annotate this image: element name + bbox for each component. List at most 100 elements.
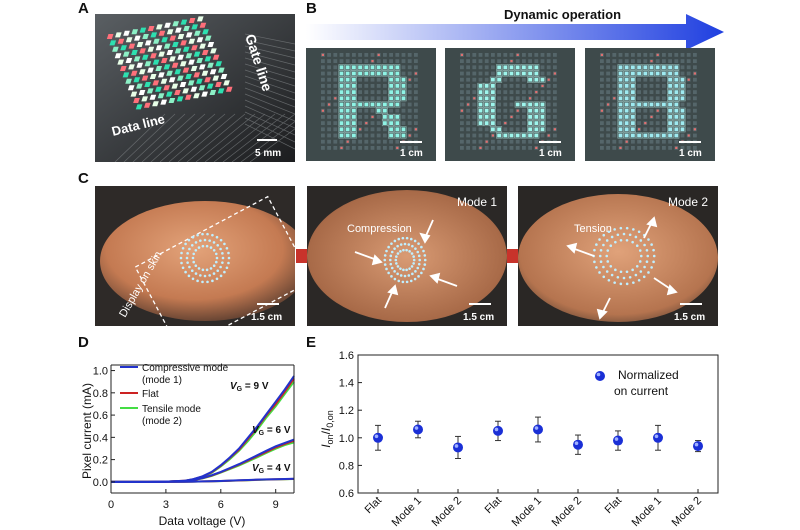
led-pixel xyxy=(546,127,551,132)
led-glow xyxy=(350,82,357,89)
led-pixel xyxy=(649,71,654,76)
led-pixel xyxy=(339,115,344,119)
led-pixel xyxy=(327,127,331,132)
led-pixel xyxy=(387,271,390,275)
led-pixel xyxy=(618,96,623,101)
led-pixel xyxy=(155,66,163,71)
led-pixel xyxy=(370,102,375,107)
led-pixel xyxy=(364,59,369,63)
led-pixel xyxy=(528,53,532,57)
led-pixel xyxy=(528,84,532,88)
led-pixel xyxy=(472,102,477,107)
led-pixel xyxy=(618,102,623,107)
led-pixel xyxy=(634,273,638,277)
led-pixel xyxy=(618,71,623,76)
y-tick-label: 1.0 xyxy=(93,366,108,378)
led-pixel xyxy=(333,127,338,132)
led-pixel xyxy=(686,108,691,113)
led-glow xyxy=(673,89,680,96)
led-pixel xyxy=(402,268,405,272)
led-pixel xyxy=(631,121,635,125)
led-pixel xyxy=(327,84,331,88)
led-glow xyxy=(350,107,357,114)
led-pixel xyxy=(595,266,598,269)
led-pixel xyxy=(497,90,501,94)
led-pixel xyxy=(206,83,214,89)
led-glow xyxy=(660,70,667,77)
led-pixel xyxy=(491,139,495,144)
led-glow xyxy=(483,120,490,127)
led-pixel xyxy=(534,108,539,113)
skin-photo-mode1: Mode 1 Compression 1.5 cm xyxy=(307,186,507,326)
y-tick-label: 1.2 xyxy=(339,405,354,417)
led-pixel xyxy=(612,77,617,82)
led-pixel xyxy=(412,262,415,265)
svg-text:1 cm: 1 cm xyxy=(400,148,423,159)
led-pixel xyxy=(612,53,617,57)
led-pixel xyxy=(460,109,463,112)
led-pixel xyxy=(534,96,539,101)
led-pixel xyxy=(138,90,146,95)
led-pixel xyxy=(321,90,325,94)
led-pixel xyxy=(610,235,614,239)
led-pixel xyxy=(553,59,557,63)
led-pixel xyxy=(622,232,626,236)
led-pixel xyxy=(389,254,393,258)
led-glow xyxy=(381,120,388,127)
led-pixel xyxy=(606,127,610,132)
led-pixel xyxy=(389,59,393,63)
led-pixel xyxy=(515,127,520,132)
led-pixel xyxy=(345,53,350,57)
led-pixel xyxy=(655,133,660,138)
led-pixel xyxy=(600,90,604,94)
led-glow xyxy=(629,113,636,120)
dynamic-operation-label: Dynamic operation xyxy=(504,8,621,22)
led-pixel xyxy=(509,146,514,150)
led-pixel xyxy=(522,115,526,119)
led-pixel xyxy=(509,108,514,113)
led-pixel xyxy=(218,67,225,73)
dynamic-operation-arrow: Dynamic operation xyxy=(306,8,724,48)
led-pixel xyxy=(205,244,209,248)
led-pixel xyxy=(528,121,532,125)
led-glow xyxy=(400,126,407,133)
led-pixel xyxy=(624,90,629,94)
led-pixel xyxy=(166,29,174,35)
led-pixel xyxy=(414,96,418,101)
led-pixel xyxy=(201,50,209,55)
led-pixel xyxy=(649,133,654,138)
led-glow xyxy=(533,126,540,133)
led-pixel xyxy=(680,146,685,150)
led-pixel xyxy=(674,53,679,57)
led-pixel xyxy=(460,53,463,56)
led-pixel xyxy=(553,77,557,82)
led-pixel xyxy=(528,108,532,113)
led-pixel xyxy=(503,115,508,119)
y-tick-label: 1.4 xyxy=(339,378,354,390)
led-pixel xyxy=(216,269,220,273)
led-pixel xyxy=(478,65,483,70)
led-pixel xyxy=(352,121,356,125)
led-glow xyxy=(629,70,636,77)
led-pixel xyxy=(401,133,406,138)
led-pixel xyxy=(647,271,650,274)
led-pixel xyxy=(607,103,610,106)
led-pixel xyxy=(522,139,526,144)
led-pixel xyxy=(643,90,648,94)
led-pixel xyxy=(144,61,152,67)
led-pixel xyxy=(117,38,125,44)
led-glow xyxy=(673,101,680,108)
led-pixel xyxy=(655,115,660,119)
led-pixel xyxy=(358,90,362,94)
led-glow xyxy=(381,113,388,120)
led-pixel xyxy=(352,90,356,94)
led-glow xyxy=(350,113,357,120)
legend-e-line2: on current xyxy=(614,384,669,398)
led-pixel xyxy=(152,59,160,65)
led-pixel xyxy=(646,254,650,258)
led-pixel xyxy=(534,59,539,63)
led-pixel xyxy=(618,139,623,144)
led-pixel xyxy=(624,127,629,132)
led-pixel xyxy=(478,77,483,82)
led-pixel xyxy=(414,102,418,107)
